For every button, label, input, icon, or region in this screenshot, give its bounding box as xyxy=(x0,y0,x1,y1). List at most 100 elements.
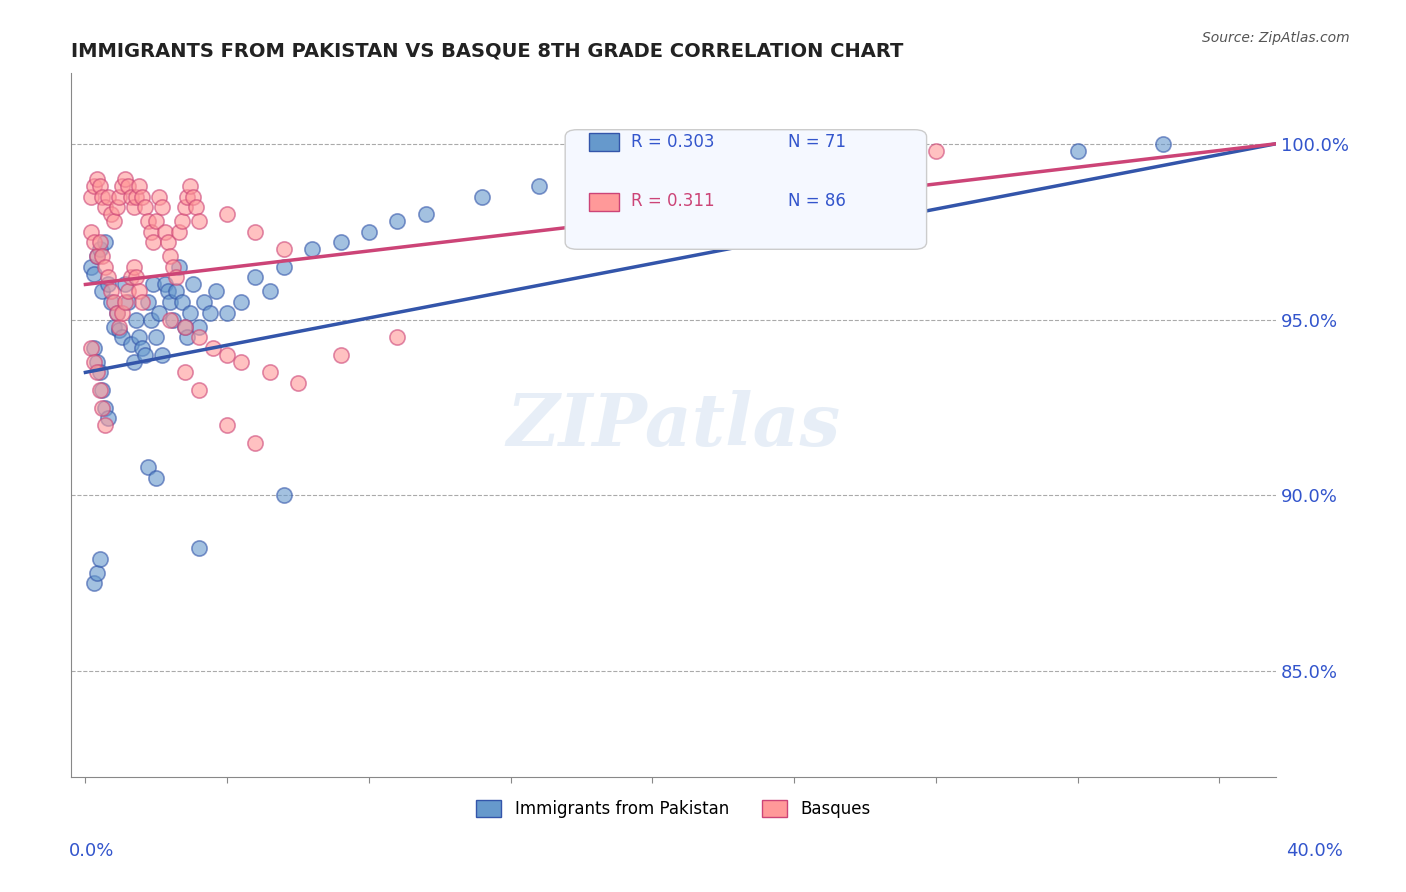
Point xyxy=(162,260,184,274)
Text: Source: ZipAtlas.com: Source: ZipAtlas.com xyxy=(1202,31,1350,45)
Point xyxy=(83,178,105,193)
Point xyxy=(868,189,890,203)
Point xyxy=(114,295,136,310)
Point xyxy=(176,330,198,344)
Point xyxy=(91,285,114,299)
Point xyxy=(131,189,153,203)
Point xyxy=(1152,136,1174,151)
Point xyxy=(231,295,253,310)
Point xyxy=(387,214,409,228)
Point xyxy=(105,200,128,214)
Point xyxy=(91,249,114,263)
Point xyxy=(217,418,239,433)
Point xyxy=(83,341,105,355)
Point xyxy=(259,365,281,379)
Point xyxy=(131,295,153,310)
Point xyxy=(111,178,134,193)
Point xyxy=(187,383,209,397)
Point xyxy=(245,225,267,239)
Point xyxy=(80,341,103,355)
Point xyxy=(89,551,111,566)
Point xyxy=(159,312,181,326)
Point xyxy=(89,365,111,379)
Point xyxy=(80,260,103,274)
Point xyxy=(148,305,170,319)
Point xyxy=(108,319,131,334)
Point xyxy=(170,295,193,310)
Point xyxy=(287,376,309,390)
Point xyxy=(91,401,114,415)
Point xyxy=(641,172,664,186)
Point xyxy=(184,200,207,214)
Point xyxy=(187,541,209,556)
Point xyxy=(150,348,173,362)
Point xyxy=(134,200,156,214)
Point xyxy=(100,295,122,310)
Point xyxy=(86,249,108,263)
FancyBboxPatch shape xyxy=(589,133,620,151)
Point xyxy=(122,260,145,274)
Point xyxy=(755,178,778,193)
Point xyxy=(120,270,142,285)
Point xyxy=(925,144,948,158)
Point xyxy=(259,285,281,299)
Point xyxy=(105,305,128,319)
Point xyxy=(153,277,176,292)
Point xyxy=(100,285,122,299)
Point xyxy=(83,235,105,250)
Point xyxy=(173,365,195,379)
Point xyxy=(173,319,195,334)
Point xyxy=(97,189,120,203)
Text: 40.0%: 40.0% xyxy=(1286,842,1343,860)
Point xyxy=(641,172,664,186)
Point xyxy=(103,214,125,228)
Point xyxy=(162,312,184,326)
Point xyxy=(273,242,295,256)
Point xyxy=(117,285,139,299)
Point xyxy=(245,270,267,285)
Point xyxy=(201,341,224,355)
Point xyxy=(1066,144,1088,158)
Point xyxy=(301,242,323,256)
Point xyxy=(97,270,120,285)
Point xyxy=(97,277,120,292)
Point xyxy=(170,214,193,228)
Point xyxy=(217,348,239,362)
Point xyxy=(114,277,136,292)
Point xyxy=(89,242,111,256)
Point xyxy=(148,189,170,203)
Point xyxy=(91,383,114,397)
FancyBboxPatch shape xyxy=(589,193,620,211)
Text: 0.0%: 0.0% xyxy=(69,842,114,860)
Point xyxy=(105,305,128,319)
Point xyxy=(128,330,150,344)
Point xyxy=(97,411,120,425)
Point xyxy=(198,305,221,319)
Point xyxy=(136,214,159,228)
Point xyxy=(114,172,136,186)
Point xyxy=(89,383,111,397)
Point xyxy=(181,277,204,292)
Point xyxy=(111,305,134,319)
Point xyxy=(156,285,179,299)
Point xyxy=(94,418,117,433)
Point xyxy=(94,200,117,214)
Point xyxy=(89,235,111,250)
Point xyxy=(94,235,117,250)
Point xyxy=(159,295,181,310)
Point xyxy=(179,305,201,319)
Point xyxy=(167,225,190,239)
Point xyxy=(86,172,108,186)
Point xyxy=(128,178,150,193)
Point xyxy=(89,178,111,193)
Point xyxy=(176,189,198,203)
Point xyxy=(156,235,179,250)
Text: N = 86: N = 86 xyxy=(787,193,846,211)
Point xyxy=(125,270,148,285)
Point xyxy=(187,319,209,334)
Point xyxy=(150,200,173,214)
Point xyxy=(204,285,226,299)
Point xyxy=(173,319,195,334)
Point xyxy=(86,249,108,263)
Point xyxy=(217,305,239,319)
